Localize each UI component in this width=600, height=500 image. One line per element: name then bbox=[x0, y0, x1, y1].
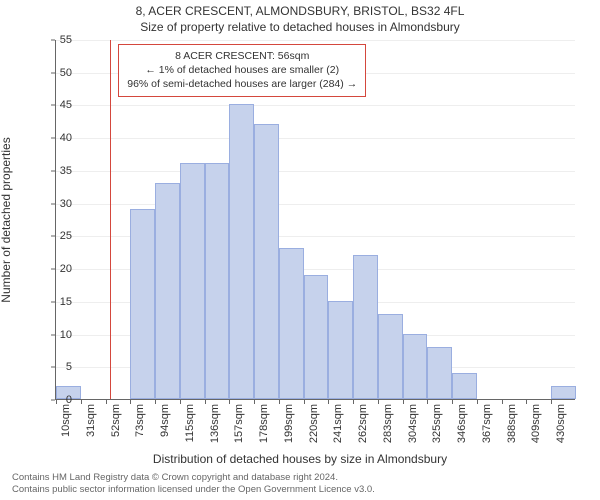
x-tick-label: 283sqm bbox=[382, 404, 394, 443]
plot-area: 8 ACER CRESCENT: 56sqm← 1% of detached h… bbox=[55, 40, 575, 400]
y-tick-mark bbox=[51, 236, 55, 237]
chart-subtitle: Size of property relative to detached ho… bbox=[0, 20, 600, 34]
x-tick-mark bbox=[328, 400, 329, 404]
x-tick-label: 157sqm bbox=[233, 404, 245, 443]
y-tick-mark bbox=[51, 203, 55, 204]
x-tick-mark bbox=[254, 400, 255, 404]
histogram-bar bbox=[551, 386, 576, 399]
y-tick-mark bbox=[51, 334, 55, 335]
y-axis-label: Number of detached properties bbox=[0, 137, 13, 302]
x-tick-label: 73sqm bbox=[134, 404, 146, 437]
x-tick-mark bbox=[353, 400, 354, 404]
footer-attribution: Contains HM Land Registry data © Crown c… bbox=[12, 472, 375, 496]
gridline bbox=[56, 138, 575, 139]
histogram-bar bbox=[353, 255, 378, 399]
legend-line: ← 1% of detached houses are smaller (2) bbox=[127, 63, 357, 77]
footer-line-1: Contains HM Land Registry data © Crown c… bbox=[12, 472, 375, 484]
x-axis-label: Distribution of detached houses by size … bbox=[0, 452, 600, 466]
x-tick-label: 325sqm bbox=[431, 404, 443, 443]
x-tick-mark bbox=[551, 400, 552, 404]
x-tick-mark bbox=[106, 400, 107, 404]
x-tick-label: 52sqm bbox=[110, 404, 122, 437]
x-tick-mark bbox=[81, 400, 82, 404]
histogram-bar bbox=[304, 275, 329, 399]
x-tick-label: 346sqm bbox=[456, 404, 468, 443]
gridline bbox=[56, 204, 575, 205]
x-tick-mark bbox=[427, 400, 428, 404]
x-tick-mark bbox=[279, 400, 280, 404]
x-tick-mark bbox=[526, 400, 527, 404]
gridline bbox=[56, 40, 575, 41]
x-tick-mark bbox=[452, 400, 453, 404]
x-tick-label: 10sqm bbox=[60, 404, 72, 437]
histogram-bar bbox=[403, 334, 428, 399]
y-tick-mark bbox=[51, 105, 55, 106]
footer-line-2: Contains public sector information licen… bbox=[12, 484, 375, 496]
y-tick-mark bbox=[51, 400, 55, 401]
x-tick-label: 304sqm bbox=[407, 404, 419, 443]
marker-line bbox=[110, 40, 111, 399]
legend-box: 8 ACER CRESCENT: 56sqm← 1% of detached h… bbox=[118, 44, 366, 97]
chart-title: 8, ACER CRESCENT, ALMONDSBURY, BRISTOL, … bbox=[0, 4, 600, 18]
histogram-bar bbox=[130, 209, 155, 399]
histogram-bar bbox=[180, 163, 205, 399]
y-tick-mark bbox=[51, 170, 55, 171]
x-tick-mark bbox=[180, 400, 181, 404]
x-tick-label: 220sqm bbox=[308, 404, 320, 443]
x-tick-label: 367sqm bbox=[481, 404, 493, 443]
histogram-bar bbox=[378, 314, 403, 399]
x-tick-mark bbox=[403, 400, 404, 404]
x-tick-label: 136sqm bbox=[209, 404, 221, 443]
x-tick-label: 115sqm bbox=[184, 404, 196, 442]
x-tick-mark bbox=[477, 400, 478, 404]
x-tick-mark bbox=[502, 400, 503, 404]
y-tick-mark bbox=[51, 72, 55, 73]
x-tick-label: 262sqm bbox=[357, 404, 369, 443]
x-tick-label: 388sqm bbox=[506, 404, 518, 443]
y-tick-mark bbox=[51, 138, 55, 139]
y-tick-mark bbox=[51, 269, 55, 270]
histogram-bar bbox=[328, 301, 353, 399]
x-tick-mark bbox=[205, 400, 206, 404]
legend-line: 8 ACER CRESCENT: 56sqm bbox=[127, 49, 357, 63]
x-tick-label: 178sqm bbox=[258, 404, 270, 443]
x-tick-label: 409sqm bbox=[530, 404, 542, 443]
histogram-bar bbox=[452, 373, 477, 399]
x-tick-mark bbox=[56, 400, 57, 404]
histogram-bar bbox=[155, 183, 180, 399]
x-tick-label: 31sqm bbox=[85, 404, 97, 437]
histogram-bar bbox=[229, 104, 254, 399]
histogram-bar bbox=[427, 347, 452, 399]
x-tick-mark bbox=[229, 400, 230, 404]
x-tick-mark bbox=[155, 400, 156, 404]
histogram-bar bbox=[279, 248, 304, 399]
histogram-bar bbox=[205, 163, 230, 399]
x-tick-label: 199sqm bbox=[283, 404, 295, 443]
x-tick-label: 241sqm bbox=[332, 404, 344, 443]
gridline bbox=[56, 105, 575, 106]
x-tick-mark bbox=[304, 400, 305, 404]
x-tick-mark bbox=[130, 400, 131, 404]
y-tick-mark bbox=[51, 40, 55, 41]
y-tick-mark bbox=[51, 301, 55, 302]
x-tick-label: 94sqm bbox=[159, 404, 171, 437]
histogram-bar bbox=[254, 124, 279, 399]
y-tick-mark bbox=[51, 367, 55, 368]
gridline bbox=[56, 171, 575, 172]
x-tick-mark bbox=[378, 400, 379, 404]
x-tick-label: 430sqm bbox=[555, 404, 567, 443]
legend-line: 96% of semi-detached houses are larger (… bbox=[127, 77, 357, 91]
